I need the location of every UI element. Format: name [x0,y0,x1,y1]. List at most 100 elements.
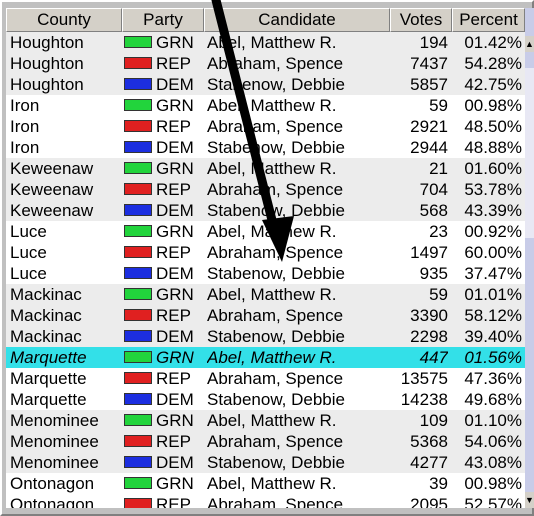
candidate-cell: Stabenow, Debbie [207,138,345,157]
percent-cell: 49.68% [464,390,522,409]
table-row[interactable]: Menominee REP Abraham, Spence 5368 54.06% [6,431,525,452]
column-header-county[interactable]: County [6,8,122,32]
candidate-cell: Abel, Matthew R. [207,348,337,367]
party-color-swatch [124,330,152,342]
percent-cell: 01.56% [464,348,522,367]
party-cell: REP [156,432,191,451]
candidate-cell: Stabenow, Debbie [207,327,345,346]
table-row[interactable]: Mackinac DEM Stabenow, Debbie 2298 39.40% [6,326,525,347]
candidate-cell: Abraham, Spence [207,54,344,73]
votes-cell: 5368 [410,432,448,451]
party-cell: DEM [156,138,194,157]
party-color-swatch [124,99,152,111]
table-row[interactable]: Houghton GRN Abel, Matthew R. 194 01.42% [6,32,525,53]
table-row[interactable]: Ontonagon GRN Abel, Matthew R. 39 00.98% [6,473,525,494]
table-row[interactable]: Mackinac GRN Abel, Matthew R. 59 01.01% [6,284,525,305]
county-cell: Luce [10,264,47,283]
table-row[interactable]: Keweenaw DEM Stabenow, Debbie 568 43.39% [6,200,525,221]
county-cell: Mackinac [10,327,82,346]
column-header-candidate[interactable]: Candidate [204,8,390,32]
table-row[interactable]: Menominee DEM Stabenow, Debbie 4277 43.08% [6,452,525,473]
table-row[interactable]: Iron DEM Stabenow, Debbie 2944 48.88% [6,137,525,158]
party-cell: DEM [156,390,194,409]
table-row[interactable]: Keweenaw GRN Abel, Matthew R. 21 01.60% [6,158,525,179]
column-header-percent[interactable]: Percent [452,8,525,32]
county-cell: Menominee [10,411,99,430]
party-cell: REP [156,117,191,136]
party-cell: REP [156,306,191,325]
party-color-swatch [124,498,152,508]
percent-cell: 53.78% [464,180,522,199]
party-color-swatch [124,120,152,132]
scroll-thumb[interactable] [525,68,534,238]
candidate-cell: Abel, Matthew R. [207,285,337,304]
table-row[interactable]: Mackinac REP Abraham, Spence 3390 58.12% [6,305,525,326]
county-cell: Marquette [10,348,87,367]
party-cell: DEM [156,75,194,94]
county-cell: Iron [10,96,40,115]
county-cell: Ontonagon [10,495,95,508]
candidate-cell: Stabenow, Debbie [207,264,345,283]
percent-cell: 01.60% [464,159,522,178]
county-cell: Marquette [10,390,87,409]
party-cell: REP [156,180,191,199]
party-color-swatch [124,351,152,363]
county-cell: Keweenaw [10,159,94,178]
party-color-swatch [124,246,152,258]
party-color-swatch [124,288,152,300]
party-cell: DEM [156,327,194,346]
table-row[interactable]: Marquette REP Abraham, Spence 13575 47.36% [6,368,525,389]
table-row[interactable]: Houghton DEM Stabenow, Debbie 5857 42.75% [6,74,525,95]
party-cell: GRN [156,285,194,304]
table-row[interactable]: Houghton REP Abraham, Spence 7437 54.28% [6,53,525,74]
votes-cell: 704 [419,180,448,199]
votes-cell: 13575 [400,369,448,388]
party-color-swatch [124,456,152,468]
scroll-up-icon[interactable]: ▲ [525,36,534,52]
party-color-swatch [124,183,152,195]
party-color-swatch [124,372,152,384]
party-color-swatch [124,414,152,426]
table-row[interactable]: Menominee GRN Abel, Matthew R. 109 01.10% [6,410,525,431]
party-color-swatch [124,477,152,489]
party-color-swatch [124,435,152,447]
percent-cell: 47.36% [464,369,522,388]
table-row[interactable]: Marquette DEM Stabenow, Debbie 14238 49.68% [6,389,525,410]
table-row[interactable]: Keweenaw REP Abraham, Spence 704 53.78% [6,179,525,200]
candidate-cell: Abraham, Spence [207,495,344,508]
table-row[interactable]: Luce DEM Stabenow, Debbie 935 37.47% [6,263,525,284]
party-cell: REP [156,54,191,73]
county-cell: Luce [10,243,47,262]
county-cell: Iron [10,117,40,136]
column-header-votes[interactable]: Votes [390,8,452,32]
party-cell: REP [156,243,191,262]
votes-cell: 2095 [410,495,448,508]
party-color-swatch [124,162,152,174]
party-color-swatch [124,57,152,69]
party-cell: REP [156,495,191,508]
county-cell: Houghton [10,33,84,52]
votes-cell: 568 [419,201,448,220]
scroll-down-icon[interactable]: ▼ [525,492,534,508]
table-row[interactable]: Luce GRN Abel, Matthew R. 23 00.92% [6,221,525,242]
table-row[interactable]: Iron REP Abraham, Spence 2921 48.50% [6,116,525,137]
candidate-cell: Stabenow, Debbie [207,201,345,220]
table-row[interactable]: Marquette GRN Abel, Matthew R. 447 01.56% [6,347,525,368]
table-row[interactable]: Luce REP Abraham, Spence 1497 60.00% [6,242,525,263]
votes-cell: 7437 [410,54,448,73]
party-color-swatch [124,393,152,405]
county-cell: Keweenaw [10,180,94,199]
table-row[interactable]: Iron GRN Abel, Matthew R. 59 00.98% [6,95,525,116]
party-color-swatch [124,204,152,216]
table-row[interactable]: Ontonagon REP Abraham, Spence 2095 52.57% [6,494,525,508]
percent-cell: 00.98% [464,474,522,493]
vertical-scrollbar[interactable]: ▲ ▼ [525,8,534,508]
percent-cell: 54.06% [464,432,522,451]
percent-cell: 39.40% [464,327,522,346]
candidate-cell: Abel, Matthew R. [207,96,337,115]
votes-cell: 5857 [410,75,448,94]
votes-cell: 2298 [410,327,448,346]
party-cell: DEM [156,201,194,220]
column-header-party[interactable]: Party [122,8,204,32]
votes-cell: 21 [429,159,448,178]
